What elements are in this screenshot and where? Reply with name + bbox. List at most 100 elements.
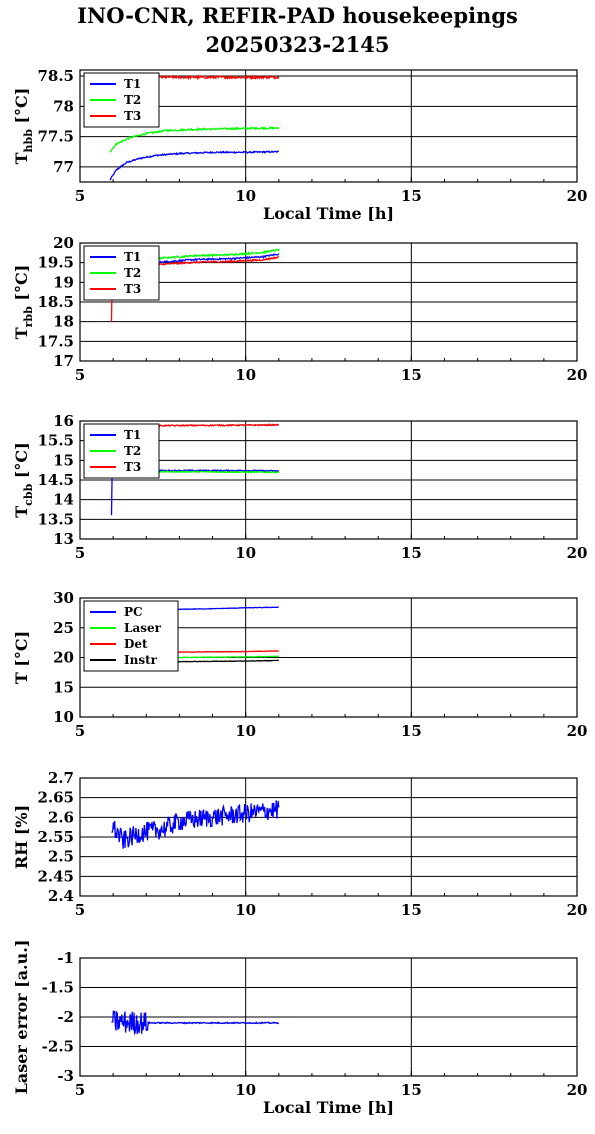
x-tick-label: 15: [401, 722, 422, 740]
legend-label-t1: T1: [124, 428, 141, 442]
y-tick-label: 19.5: [37, 254, 74, 272]
plot-frame: [79, 242, 578, 362]
y-tick-label: 77: [53, 158, 74, 176]
x-tick-label: 10: [235, 1081, 256, 1099]
legend: PC Laser Det Instr: [83, 600, 179, 672]
y-tick-label: 15.5: [37, 432, 74, 450]
x-tick-label: 15: [401, 187, 422, 205]
y-tick-label: 15: [53, 451, 74, 469]
plot-frame: [79, 777, 578, 897]
y-tick-label: 78: [53, 97, 74, 115]
y-tick-label: -1: [57, 949, 74, 967]
y-tick-label: -2.5: [42, 1038, 74, 1056]
y-tick-label: -1.5: [42, 979, 74, 997]
plot-frame: [79, 957, 578, 1077]
y-tick-label: 13: [53, 530, 74, 548]
x-tick-label: 20: [567, 544, 588, 562]
y-axis-label: T [°C]: [12, 631, 31, 684]
y-tick-label: -3: [57, 1067, 74, 1085]
y-tick-label: 78.5: [37, 67, 74, 85]
y-tick-label: 15: [53, 678, 74, 696]
legend-label-t2: T2: [124, 93, 141, 107]
y-axis-label: Trbb [°C]: [12, 265, 35, 340]
y-axis-label: RH [%]: [12, 805, 31, 869]
x-tick-label: 20: [567, 366, 588, 384]
x-tick-label: 5: [75, 366, 85, 384]
y-tick-label: 14.5: [37, 471, 74, 489]
series-line-t1: [109, 150, 279, 181]
y-tick-label: 25: [53, 619, 74, 637]
y-tick-label: 16: [53, 412, 74, 430]
y-tick-label: 2.6: [48, 808, 74, 826]
series-line-1: [111, 1010, 280, 1036]
y-tick-label: 18: [53, 313, 74, 331]
x-tick-label: 15: [401, 901, 422, 919]
y-axis-label: Laser error [a.u.]: [12, 940, 31, 1095]
x-tick-label: 10: [235, 901, 256, 919]
y-tick-label: 20: [53, 234, 74, 252]
series-line-t2: [109, 125, 280, 153]
legend-label-t1: T1: [124, 77, 141, 91]
x-tick-label: 10: [235, 722, 256, 740]
legend-label-det: Det: [124, 637, 148, 651]
legend-label-laser: Laser: [124, 621, 162, 635]
y-axis-label: Tcbb [°C]: [12, 442, 35, 517]
x-tick-label: 20: [567, 901, 588, 919]
y-tick-label: 2.45: [37, 867, 74, 885]
y-axis-label: Thbb [°C]: [12, 88, 35, 165]
y-tick-label: 2.5: [48, 848, 74, 866]
legend-label-t3: T3: [124, 109, 141, 123]
y-tick-label: 2.65: [37, 789, 74, 807]
y-tick-label: 20: [53, 649, 74, 667]
y-tick-label: 17.5: [37, 332, 74, 350]
y-tick-label: 13.5: [37, 510, 74, 528]
x-tick-label: 5: [75, 187, 85, 205]
legend: T1 T2 T3: [83, 72, 160, 128]
x-tick-label: 10: [235, 544, 256, 562]
x-tick-label: 5: [75, 544, 85, 562]
series-line-1: [111, 800, 280, 849]
y-tick-label: -2: [57, 1008, 74, 1026]
legend: T1 T2 T3: [83, 245, 160, 301]
x-tick-label: 10: [235, 366, 256, 384]
y-tick-label: 14: [53, 491, 74, 509]
plot-frame: [79, 597, 578, 718]
x-tick-label: 20: [567, 722, 588, 740]
y-tick-label: 30: [53, 589, 74, 607]
x-tick-label: 5: [75, 901, 85, 919]
x-axis-label: Local Time [h]: [263, 204, 394, 223]
legend-label-t3: T3: [124, 282, 141, 296]
legend-label-pc: PC: [124, 605, 143, 619]
y-tick-label: 2.4: [48, 887, 74, 905]
legend-label-t2: T2: [124, 266, 141, 280]
chart-title: INO-CNR, REFIR-PAD housekeepings: [77, 3, 518, 28]
x-tick-label: 20: [567, 187, 588, 205]
x-tick-label: 15: [401, 1081, 422, 1099]
legend-label-t3: T3: [124, 460, 141, 474]
y-tick-label: 2.7: [48, 769, 74, 787]
y-tick-label: 19: [53, 273, 74, 291]
plot-frame: [79, 69, 578, 183]
x-tick-label: 10: [235, 187, 256, 205]
y-tick-label: 2.55: [37, 828, 74, 846]
y-tick-label: 10: [53, 708, 74, 726]
y-tick-label: 18.5: [37, 293, 74, 311]
legend-label-t2: T2: [124, 444, 141, 458]
y-tick-label: 77.5: [37, 128, 74, 146]
y-tick-label: 17: [53, 352, 74, 370]
x-tick-label: 5: [75, 722, 85, 740]
x-tick-label: 15: [401, 366, 422, 384]
legend: T1 T2 T3: [83, 423, 160, 479]
x-tick-label: 20: [567, 1081, 588, 1099]
legend-label-instr: Instr: [124, 653, 158, 667]
x-axis-label: Local Time [h]: [263, 1098, 394, 1117]
plot-frame: [79, 420, 578, 540]
chart-panel-5: 5 10 15 20 2.4 2.452.5 2.55 2.62.65 2.7 RH [%]: [12, 769, 587, 919]
x-tick-label: 15: [401, 544, 422, 562]
legend-label-t1: T1: [124, 250, 141, 264]
